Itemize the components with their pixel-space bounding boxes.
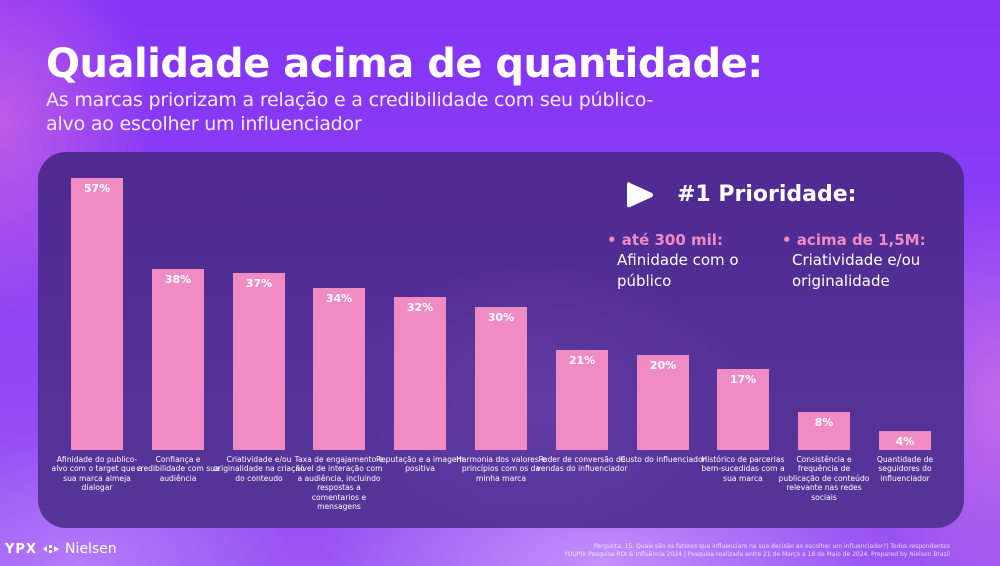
chart-bar: 57% [71, 178, 123, 450]
chart-bar: 17% [717, 369, 769, 450]
priority-item-text: Criatividade e/ou originalidade [792, 251, 921, 290]
bar-value-label: 17% [729, 373, 757, 386]
priority-title: #1 Prioridade: [677, 182, 857, 207]
page-title: Qualidade acima de quantidade: [46, 41, 763, 87]
ypx-logo: YPX [5, 541, 37, 557]
footer-logos: YPX Nielsen [5, 541, 117, 557]
chart-bar: 4% [879, 431, 931, 450]
bar-category-label: Histórico de parcerias bem-sucedidas com… [701, 455, 785, 483]
bar-value-label: 57% [83, 182, 111, 195]
nielsen-logo: Nielsen [64, 541, 117, 557]
chart-bar: 21% [556, 350, 608, 450]
footnote: Pergunta: 15. Quais são os fatores que i… [564, 543, 950, 559]
bar-category-label: Taxa de engajamento e nível de interação… [294, 455, 384, 512]
chart-bar: 38% [152, 269, 204, 450]
bar-category-label: Confiança e credibilidade com sua audiên… [136, 455, 220, 483]
bar-category-label: Custo do influenciador [620, 455, 706, 464]
bar-value-label: 38% [164, 273, 192, 286]
bar-value-label: 34% [325, 292, 353, 305]
chart-bar: 8% [798, 412, 850, 450]
bar-category-label: Quantidade de seguidores do influenciado… [876, 455, 934, 483]
chart-bar: 34% [313, 288, 365, 450]
arrows-icon [42, 545, 59, 553]
chart-bar: 37% [233, 273, 285, 450]
bar-category-label: Afinidade do publico-alvo com o target q… [51, 455, 143, 493]
footnote-line: Pergunta: 15. Quais são os fatores que i… [593, 543, 950, 550]
bar-category-label: Harmonia dos valores e princípios com os… [456, 455, 546, 483]
bar-category-label: Poder de conversão de vendas do influenc… [536, 455, 628, 474]
bar-category-label: Criatividade e/ou originalidade na criaç… [213, 455, 305, 483]
chart-bar: 20% [637, 355, 689, 450]
priority-item-head: • acima de 1,5M: [782, 231, 926, 249]
footnote-line: YOUPIX Pesquisa ROI & Influência 2024 | … [564, 551, 950, 558]
play-triangle-icon [627, 182, 653, 208]
priority-item-large: • acima de 1,5M: Criatividade e/ou origi… [782, 230, 952, 292]
bar-value-label: 32% [406, 301, 434, 314]
bar-value-label: 21% [568, 354, 596, 367]
chart-bar: 32% [394, 297, 446, 450]
bar-category-label: Consistência e frequência de publicação … [778, 455, 870, 502]
chart-bar: 30% [475, 307, 527, 450]
bar-value-label: 20% [649, 359, 677, 372]
priority-item-text: Afinidade com o público [617, 251, 739, 290]
bar-category-label: Reputação e a imagem positiva [376, 455, 464, 474]
bar-value-label: 30% [487, 311, 515, 324]
bar-value-label: 37% [245, 277, 273, 290]
bar-value-label: 8% [814, 416, 834, 429]
bar-value-label: 4% [895, 435, 915, 448]
priority-item-head: • até 300 mil: [607, 231, 723, 249]
page-subtitle: As marcas priorizam a relação e a credib… [46, 89, 654, 135]
priority-item-small: • até 300 mil: Afinidade com o público [607, 230, 777, 292]
